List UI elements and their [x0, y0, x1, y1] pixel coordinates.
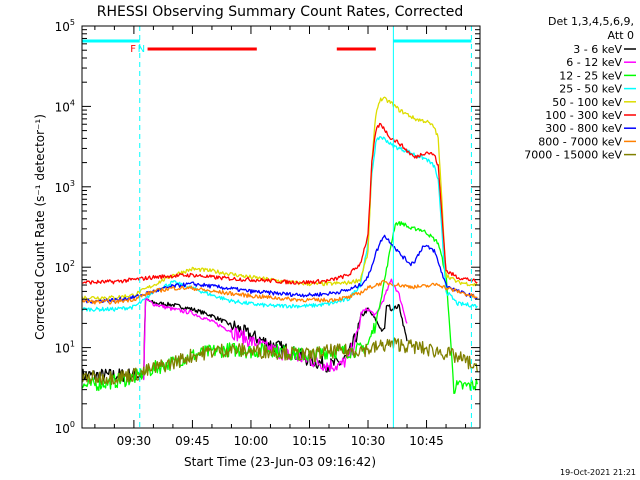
legend-label-9: 7000 - 15000 keV [524, 149, 622, 162]
y-tick-base: 10 [55, 20, 70, 34]
legend-header-1: Det 1,3,4,5,6,9, [548, 15, 634, 28]
y-tick-exponent: 2 [70, 259, 75, 268]
legend-label-8: 800 - 7000 keV [538, 135, 622, 148]
y-tick-label-1: 100 [55, 420, 75, 436]
annotation-n: N [138, 44, 145, 55]
y-tick-exponent: 4 [70, 98, 75, 107]
y-tick-label-3: 102 [55, 259, 75, 275]
x-tick-label-6: 10:45 [409, 434, 444, 448]
x-tick-label-5: 10:30 [351, 434, 386, 448]
y-tick-exponent: 3 [70, 179, 75, 188]
series-line-2 [143, 278, 408, 381]
y-tick-label-4: 103 [55, 179, 75, 195]
legend-header-2: Att 0 [608, 29, 634, 42]
y-tick-exponent: 1 [70, 340, 75, 349]
y-tick-base: 10 [55, 181, 70, 195]
series-line-9 [82, 337, 478, 386]
legend-label-6: 100 - 300 keV [545, 109, 622, 122]
y-tick-exponent: 0 [70, 420, 75, 429]
x-axis-label: Start Time (23-Jun-03 09:16:42) [184, 455, 376, 469]
annotation-f: F [130, 44, 136, 55]
legend-label-3: 12 - 25 keV [559, 69, 622, 82]
chart-title: RHESSI Observing Summary Count Rates, Co… [97, 4, 463, 20]
legend-label-2: 6 - 12 keV [566, 56, 622, 69]
legend-label-1: 3 - 6 keV [573, 43, 622, 56]
y-axis-label: Corrected Count Rate (s⁻¹ detector⁻¹) [33, 114, 47, 340]
x-tick-label-4: 10:15 [292, 434, 327, 448]
clipped-series [82, 26, 478, 428]
y-tick-label-2: 101 [55, 340, 75, 356]
series-line-8 [82, 279, 478, 305]
plot-frame [81, 25, 481, 429]
legend-label-7: 300 - 800 keV [545, 122, 622, 135]
legend-label-5: 50 - 100 keV [552, 96, 622, 109]
y-tick-exponent: 5 [70, 18, 75, 27]
footer-timestamp: 19-Oct-2021 21:21 [560, 468, 636, 477]
x-tick-label-2: 09:45 [175, 434, 210, 448]
y-tick-base: 10 [55, 261, 70, 275]
y-tick-base: 10 [55, 100, 70, 114]
x-tick-label-3: 10:00 [234, 434, 269, 448]
series-line-6 [82, 122, 478, 285]
axes: 09:30 09:45 10:00 10:15 10:30 10:451001011021… [55, 18, 481, 448]
y-tick-label-5: 104 [55, 98, 75, 114]
y-tick-base: 10 [55, 422, 70, 436]
y-tick-label-6: 105 [55, 18, 75, 34]
y-tick-base: 10 [55, 342, 70, 356]
legend-label-4: 25 - 50 keV [559, 83, 622, 96]
x-tick-label-1: 09:30 [117, 434, 152, 448]
